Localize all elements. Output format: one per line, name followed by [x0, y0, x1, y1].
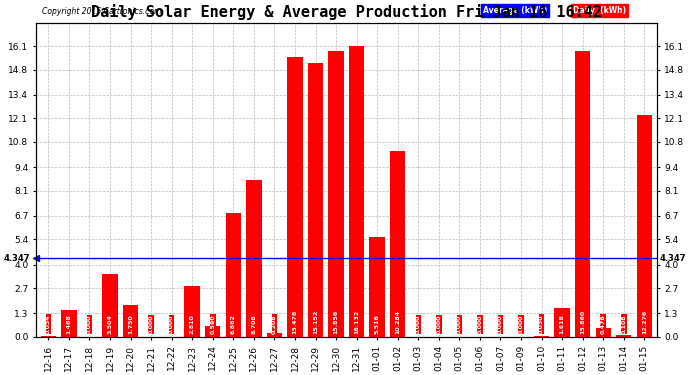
Bar — [205, 326, 221, 337]
Bar — [102, 274, 118, 337]
Bar — [328, 51, 344, 337]
Bar — [41, 336, 56, 337]
Bar — [616, 335, 631, 337]
Bar — [390, 151, 406, 337]
Text: 5.516: 5.516 — [375, 314, 380, 334]
Text: 0.000: 0.000 — [169, 315, 174, 334]
Text: 1.488: 1.488 — [66, 314, 71, 334]
Text: 0.000: 0.000 — [148, 315, 154, 334]
Bar — [226, 213, 241, 337]
Text: 0.034: 0.034 — [46, 315, 51, 334]
Bar — [555, 308, 570, 337]
Text: 0.000: 0.000 — [518, 315, 524, 334]
Bar — [267, 333, 282, 337]
Bar — [369, 237, 385, 337]
Text: 0.476: 0.476 — [601, 315, 606, 334]
Bar — [534, 336, 549, 337]
Bar — [61, 310, 77, 337]
Text: 1.750: 1.750 — [128, 315, 133, 334]
Text: 0.000: 0.000 — [457, 315, 462, 334]
Bar — [184, 286, 200, 337]
Text: 16.132: 16.132 — [354, 310, 359, 334]
Bar — [123, 305, 138, 337]
Text: 10.284: 10.284 — [395, 310, 400, 334]
Text: 0.000: 0.000 — [436, 315, 442, 334]
Text: 0.000: 0.000 — [498, 315, 503, 334]
Text: Copyright 2015 Cartronics.com: Copyright 2015 Cartronics.com — [42, 8, 161, 16]
Text: 4.347: 4.347 — [660, 254, 687, 263]
Bar — [637, 115, 652, 337]
Text: 12.276: 12.276 — [642, 310, 647, 334]
Bar — [246, 180, 262, 337]
Bar — [575, 51, 591, 337]
Text: 0.590: 0.590 — [210, 315, 215, 334]
Text: 15.856: 15.856 — [333, 310, 339, 334]
Bar — [349, 46, 364, 337]
Title: Daily Solar Energy & Average Production Fri Jan 16 16:42: Daily Solar Energy & Average Production … — [91, 4, 602, 20]
Text: 1.618: 1.618 — [560, 314, 564, 334]
Text: Average (kWh): Average (kWh) — [483, 6, 547, 15]
Text: 15.478: 15.478 — [293, 310, 297, 334]
Text: 15.860: 15.860 — [580, 310, 585, 334]
Text: 0.030: 0.030 — [539, 315, 544, 334]
Text: 8.708: 8.708 — [251, 315, 257, 334]
Text: 0.000: 0.000 — [87, 315, 92, 334]
Text: Daily  (kWh): Daily (kWh) — [573, 6, 626, 15]
Text: 0.108: 0.108 — [621, 315, 627, 334]
Text: 0.000: 0.000 — [416, 315, 421, 334]
Text: 4.347: 4.347 — [3, 254, 30, 263]
Bar — [287, 57, 303, 337]
Bar — [308, 63, 323, 337]
Text: 6.862: 6.862 — [231, 314, 236, 334]
Text: 3.504: 3.504 — [108, 315, 112, 334]
Text: 0.000: 0.000 — [477, 315, 482, 334]
Text: 15.152: 15.152 — [313, 310, 318, 334]
Text: 2.810: 2.810 — [190, 315, 195, 334]
Text: 0.208: 0.208 — [272, 315, 277, 334]
Bar — [595, 328, 611, 337]
